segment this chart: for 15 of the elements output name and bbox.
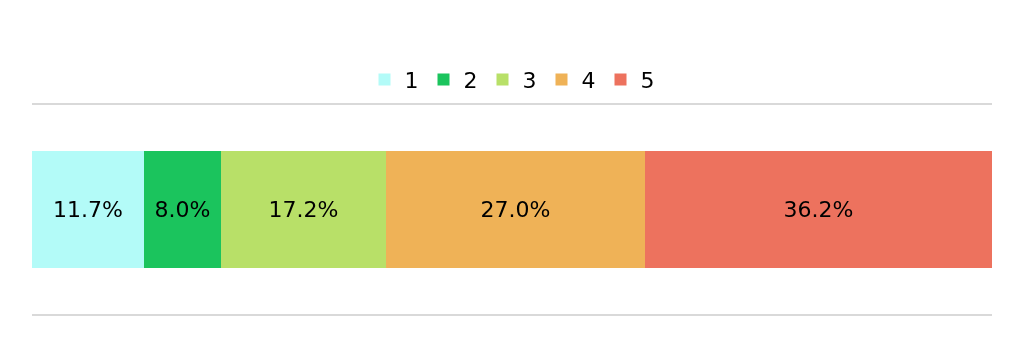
legend-label: 3 <box>522 68 537 94</box>
bar <box>645 151 992 268</box>
bar <box>144 151 221 268</box>
data-label: 8.0% <box>154 197 211 222</box>
legend-label: 4 <box>581 68 596 94</box>
data-label: 17.2% <box>268 197 339 222</box>
data-label: 11.7% <box>53 197 123 222</box>
bar <box>221 151 386 268</box>
data-label: 36.2% <box>783 197 854 222</box>
legend-label: 1 <box>404 68 419 94</box>
data-label: 27.0% <box>480 197 551 222</box>
legend-label: 5 <box>640 68 655 94</box>
bar <box>32 151 144 268</box>
legend-label: 2 <box>463 68 478 94</box>
bar <box>386 151 645 268</box>
